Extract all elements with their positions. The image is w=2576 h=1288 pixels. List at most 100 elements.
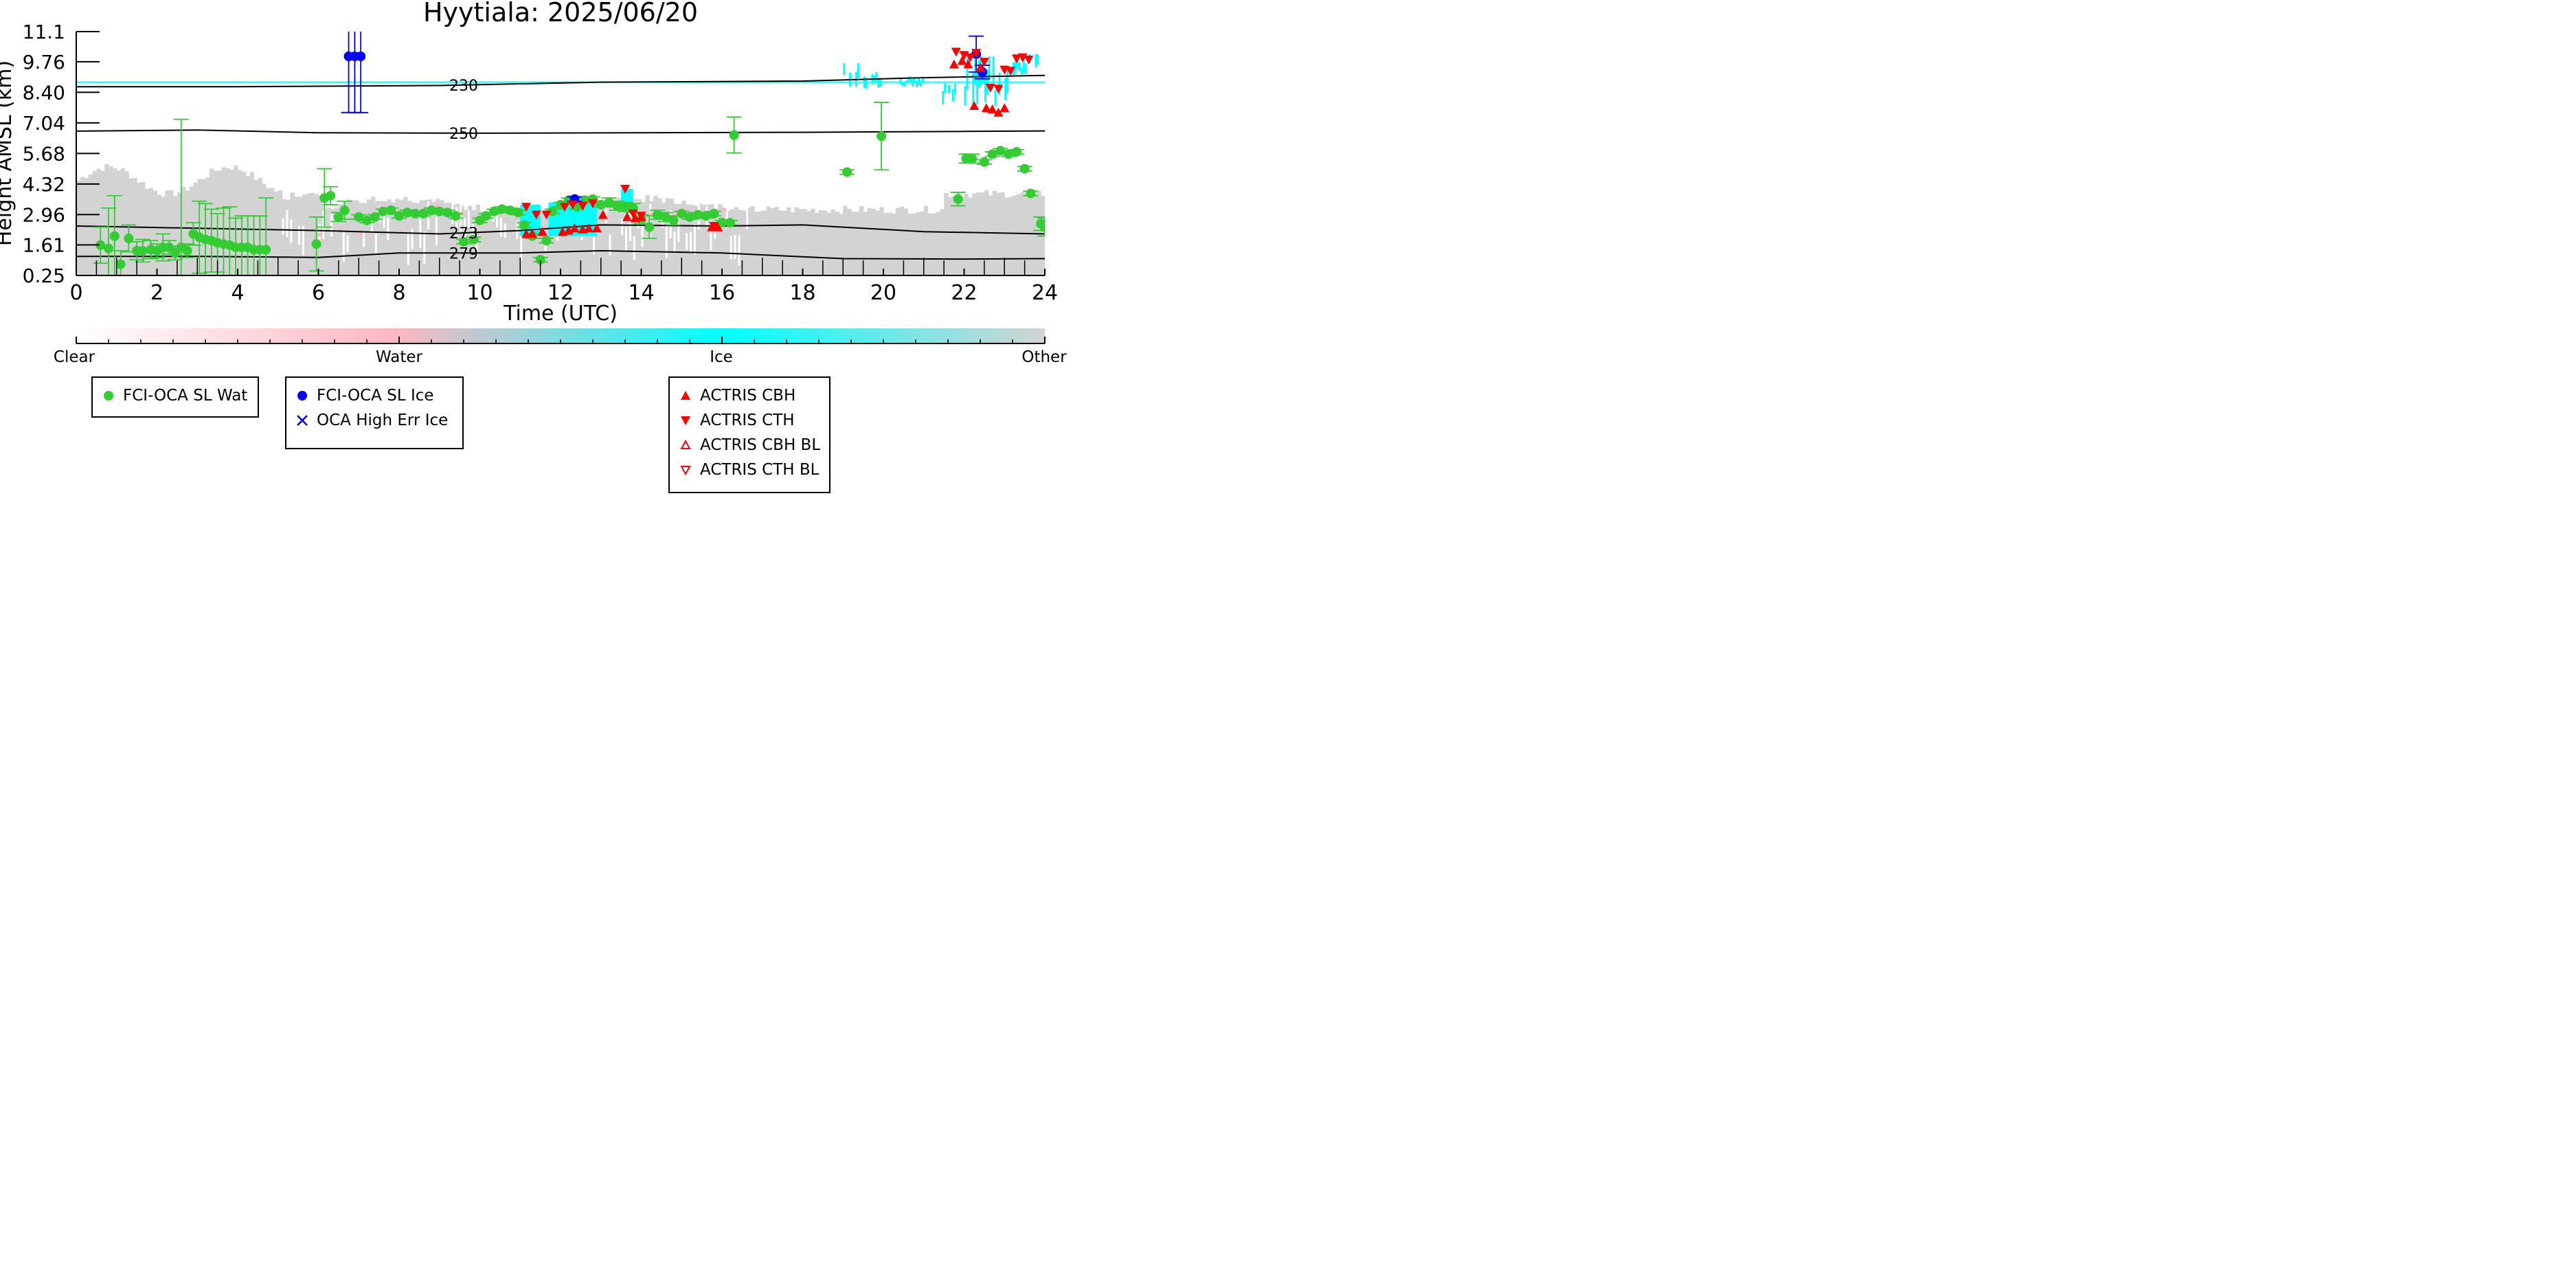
background-other-column — [447, 203, 452, 275]
isotherm-labels: 230 250 273 279 — [449, 78, 478, 262]
background-other-column — [278, 190, 283, 275]
background-other-column — [286, 199, 291, 275]
background-other-column — [887, 212, 892, 275]
background-other-column — [217, 170, 223, 275]
background-other-column — [100, 170, 105, 275]
point-fci-oca-sl-wat — [394, 211, 404, 221]
background-clear-gap — [435, 217, 438, 246]
background-other-column — [714, 209, 719, 275]
point-fci-oca-sl-wat — [170, 248, 180, 258]
background-clear-gap — [686, 233, 688, 250]
background-other-column — [944, 193, 949, 275]
point-actris-cth — [951, 47, 961, 57]
background-other-column — [593, 207, 598, 275]
background-other-column — [423, 200, 428, 275]
background-other-column — [613, 201, 618, 275]
point-actris-cbh — [963, 59, 973, 69]
legend-label: ACTRIS CBH — [700, 387, 796, 405]
background-clear-gap — [467, 210, 470, 228]
point-fci-oca-sl-wat — [967, 153, 978, 163]
background-other-column — [330, 209, 335, 275]
point-fci-oca-sl-wat — [182, 246, 192, 256]
point-actris-cbh — [957, 56, 967, 65]
point-actris-cbh — [521, 229, 532, 238]
point-actris-cth — [521, 203, 532, 212]
background-other-column — [835, 212, 839, 275]
background-other-column — [144, 188, 150, 275]
background-other-column — [431, 201, 436, 275]
point-actris-cbh — [949, 59, 959, 69]
background-other-column — [120, 168, 126, 275]
isotherm-line — [76, 129, 1045, 134]
legend-item-oca-high-err-ice: OCA High Err Ice — [295, 408, 454, 433]
background-other-column — [568, 209, 574, 275]
background-other-column — [532, 214, 537, 275]
background-ice-patch — [901, 82, 904, 86]
background-other-column — [782, 210, 787, 275]
background-other-column — [225, 168, 230, 275]
isotherm-line — [76, 224, 1045, 235]
background-clear-gap — [322, 210, 325, 239]
point-fci-oca-sl-wat — [451, 211, 461, 221]
background-ice-patch — [899, 77, 902, 84]
background-other-column — [596, 201, 602, 275]
background-other-column — [927, 213, 933, 275]
background-ice-patch — [1037, 54, 1039, 65]
background-other-column — [879, 207, 884, 275]
background-other-column — [201, 179, 206, 275]
background-other-column — [677, 203, 682, 275]
x-tick-label: 14 — [628, 281, 654, 305]
background-other-column — [839, 213, 844, 275]
background-other-column — [645, 194, 650, 275]
background-other-column — [690, 205, 694, 275]
background-other-column — [778, 210, 783, 275]
background-ice-patch — [877, 78, 880, 88]
point-actris-cth — [979, 58, 989, 67]
background-other-column — [912, 213, 916, 275]
background-clear-gap — [302, 225, 304, 256]
background-other-column — [940, 209, 945, 275]
background-other-column — [681, 201, 686, 275]
point-fci-oca-sl-wat — [311, 239, 321, 249]
background-other-column — [960, 197, 965, 275]
point-fci-oca-sl-wat — [481, 211, 491, 221]
colorbar-ticks — [76, 337, 1046, 343]
point-fci-oca-sl-wat — [1011, 147, 1021, 157]
plot-area — [76, 32, 1045, 275]
background-other-column — [964, 194, 969, 275]
point-fci-oca-sl-wat — [402, 207, 412, 218]
point-fci-oca-sl-wat — [459, 236, 468, 247]
background-other-column — [177, 192, 182, 275]
background-other-column — [306, 193, 311, 275]
background-other-column — [988, 195, 993, 275]
background-other-column — [499, 214, 505, 275]
background-other-column — [762, 210, 767, 275]
background-ice-patch — [865, 77, 868, 89]
background-other-column — [540, 212, 545, 275]
background-ice-patch — [1004, 77, 1007, 100]
background-other-column — [1016, 194, 1021, 275]
background-water-patch — [359, 233, 363, 237]
background-other-column — [693, 205, 699, 275]
background-clear-gap — [593, 221, 595, 255]
background-other-column — [605, 202, 610, 275]
blue-circle-marker-icon — [297, 391, 307, 400]
background-other-column — [847, 208, 852, 275]
background-clear-gap — [451, 199, 454, 225]
red-open-triangle-down-marker-icon — [680, 466, 691, 476]
y-tick-label: 11.1 — [23, 21, 65, 43]
background-other-column — [326, 207, 331, 275]
y-tick-label: 7.04 — [23, 112, 65, 135]
point-fci-oca-sl-wat — [513, 207, 523, 218]
background-clear-gap — [455, 207, 458, 238]
background-clear-gap — [673, 231, 676, 252]
background-ice-patch — [948, 84, 950, 93]
background-other-column — [819, 210, 824, 275]
background-other-column — [705, 205, 710, 275]
background-clear-gap — [464, 218, 466, 253]
background-water-patch — [399, 229, 403, 234]
background-ice-patch — [1006, 65, 1009, 93]
background-other-column — [798, 209, 804, 275]
background-other-column — [387, 199, 392, 275]
background-other-column — [379, 201, 384, 275]
